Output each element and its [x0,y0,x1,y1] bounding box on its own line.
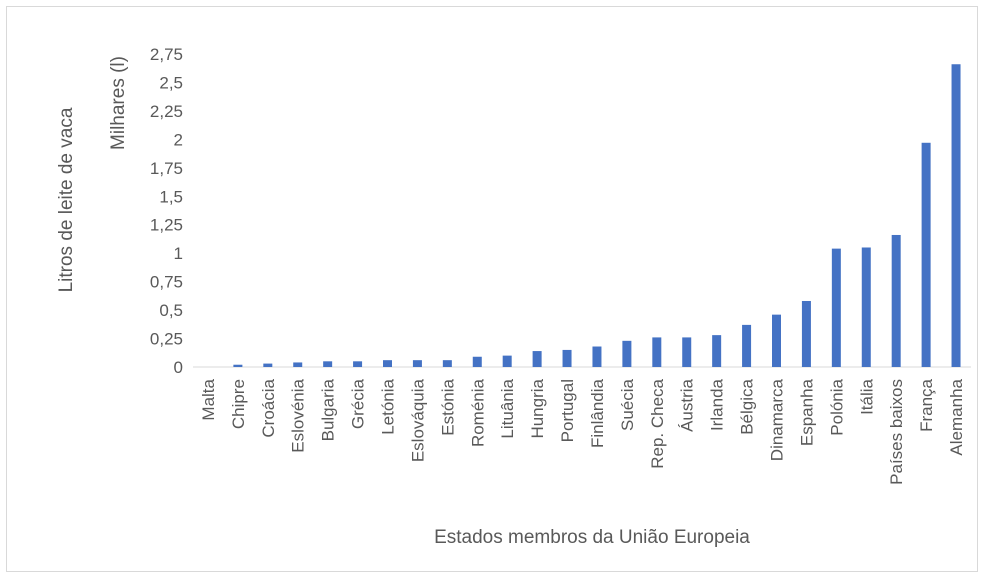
bar [592,346,602,367]
x-tick-label: Espanha [797,378,816,446]
bar [891,234,901,367]
x-tick-label: Rep. Checa [648,378,667,468]
y-axis-title: Litros de leite de vaca [56,107,77,292]
x-tick-label: Grécia [349,378,368,429]
bar [772,314,781,367]
bar [293,362,303,367]
x-tick-label: Países baixos [887,379,906,485]
x-tick-label: Malta [199,378,218,420]
x-tick-label: Alemanha [947,378,966,455]
bars-group [233,64,961,367]
y-axis: 0 0,25 0,5 0,75 1 1,25 1,5 1,75 2 2,25 2,5 2,75 [150,45,183,377]
x-tick-label: Irlanda [708,378,727,431]
bar [801,300,811,367]
y-tick-label: 2,25 [150,102,183,121]
y-tick-label: 1,5 [159,187,183,206]
x-tick-label: Lituânia [498,378,517,438]
x-tick-label: Eslováquia [408,378,427,462]
y-tick-label: 1,25 [150,216,183,235]
x-tick-label: Letónia [379,378,398,434]
x-tick-label: Eslovénia [289,378,308,452]
bar [442,360,452,367]
bar [323,361,333,367]
y-tick-label: 0 [174,358,183,377]
y-tick-label: 1 [174,244,183,263]
bar [383,360,392,367]
x-tick-label: Chipre [229,379,248,429]
y-tick-label: 2 [174,130,183,149]
x-tick-label: Hungria [528,378,547,438]
x-tick-label: Roménia [468,378,487,447]
y-tick-label: 2,75 [150,45,183,64]
bar [502,355,512,367]
x-tick-label: Suécia [618,378,637,431]
bar [831,248,841,367]
x-tick-label: Finlândia [588,378,607,448]
x-tick-label: Estónia [438,378,457,435]
x-tick-label: Bulgaria [319,378,338,441]
x-tick-label: Bélgica [738,378,757,434]
x-tick-label: Dinamarca [768,378,787,461]
bar [562,349,572,367]
bar [921,142,931,367]
x-tick-label: Croácia [259,378,278,437]
bar [652,337,662,367]
bar [263,363,273,367]
bar [951,64,961,367]
bar [472,356,482,367]
chart-area [6,6,978,572]
bar [233,364,243,367]
bar [412,360,422,367]
bar [861,247,871,367]
x-tick-label: Portugal [558,379,577,442]
x-tick-label: Itália [857,378,876,414]
x-tick-label: França [917,378,936,431]
bar [532,351,542,367]
y-tick-label: 2,5 [159,73,183,92]
bar [682,337,692,367]
y-tick-label: 0,75 [150,273,183,292]
x-axis-title: Estados membros da União Europeia [434,527,750,548]
x-tick-label: Polónia [827,378,846,435]
y-tick-label: 0,25 [150,330,183,349]
bar [622,340,632,367]
y-axis-unit-label: Milhares (l) [108,56,129,150]
bar [742,324,752,367]
x-axis: Malta Chipre Croácia Eslovénia Bulgaria Gréci… [199,378,966,484]
x-tick-label: Áustria [678,378,697,431]
y-tick-label: 1,75 [150,159,183,178]
bar [712,335,722,367]
y-tick-label: 0,5 [159,301,183,320]
bar [353,361,363,367]
